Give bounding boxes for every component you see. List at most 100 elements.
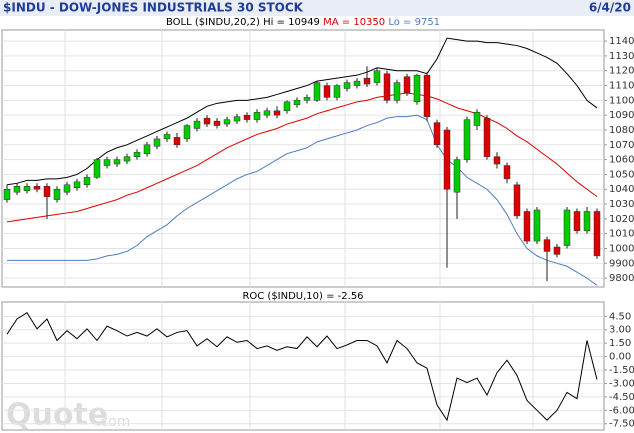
candle-body: [283, 101, 291, 111]
candle-body: [173, 137, 181, 146]
candle-body: [593, 211, 601, 257]
y-tick-label: 1100: [609, 95, 634, 106]
candle-body: [253, 111, 261, 120]
candle-body: [343, 82, 351, 89]
candle-body: [83, 177, 91, 186]
y-tick-label: 1120: [609, 66, 634, 77]
y-tick-label: 1110: [609, 81, 634, 92]
candle-body: [543, 239, 551, 252]
roc-panel: [1, 301, 605, 431]
candle-body: [203, 117, 211, 125]
y-tick-label: 1130: [609, 51, 634, 62]
candle-body: [333, 85, 341, 98]
candle-body: [93, 159, 101, 178]
y-tick-label: 9800: [609, 273, 634, 284]
price-panel: [1, 29, 605, 288]
y-tick-label: -4.50: [609, 392, 634, 403]
candle-body: [483, 117, 491, 157]
candle-body: [133, 151, 141, 157]
y-tick-label: 1080: [609, 125, 634, 136]
vertical-grid: [64, 30, 534, 430]
header-date: 6/4/20: [589, 1, 631, 15]
legend-entry: Lo = 9751: [388, 17, 440, 28]
band-line: [7, 114, 598, 286]
candle-body: [3, 188, 11, 200]
candle-body: [113, 159, 121, 165]
y-tick-label: 9900: [609, 258, 634, 269]
y-tick-label: 1030: [609, 199, 634, 210]
candle-body: [23, 186, 31, 191]
candle-body: [573, 211, 581, 231]
header-title: $INDU - DOW-JONES INDUSTRIALS 30 STOCK: [3, 1, 304, 15]
panel-title: ROC ($INDU,10) = -2.56: [242, 291, 363, 302]
candle-body: [493, 156, 501, 165]
y-tick-label: -3.00: [609, 378, 634, 389]
panel-title: BOLL ($INDU,20,2) Hi = 10949 MA = 10350 …: [166, 17, 440, 28]
legend-entry: BOLL ($INDU,20,2): [166, 17, 260, 28]
header-bar: [0, 0, 634, 16]
y-tick-label: 1070: [609, 140, 634, 151]
candle-body: [443, 129, 451, 190]
watermark: Quote: [6, 398, 108, 433]
candle-body: [533, 209, 541, 242]
candle-body: [513, 184, 521, 217]
y-tick-label: 0.00: [609, 352, 631, 363]
candle-body: [393, 82, 401, 101]
candle-body: [263, 110, 271, 116]
candle-body: [363, 77, 371, 85]
candle-body: [303, 97, 311, 101]
candle-body: [193, 120, 201, 129]
y-tick-label: 1040: [609, 184, 634, 195]
y-tick-label: 1090: [609, 110, 634, 121]
candle-body: [123, 156, 131, 162]
y-tick-label: -6.00: [609, 405, 634, 416]
candle-body: [43, 186, 51, 197]
candle-body: [423, 74, 431, 117]
candle-body: [383, 73, 391, 101]
candle-body: [13, 186, 21, 193]
candle-body: [143, 144, 151, 154]
candle-body: [103, 159, 111, 166]
candle-body: [373, 70, 381, 83]
y-tick-label: 1.50: [609, 338, 631, 349]
legend-entry: Hi = 10949: [263, 17, 320, 28]
watermark-suffix: .com: [96, 414, 130, 430]
candle-body: [433, 122, 441, 146]
y-tick-label: 1020: [609, 214, 634, 225]
candle-body: [153, 138, 161, 147]
y-tick-label: 1140: [609, 36, 634, 47]
candle-body: [73, 181, 81, 189]
y-tick-label: -7.50: [609, 419, 634, 430]
candle-body: [583, 211, 591, 231]
candle-body: [473, 111, 481, 126]
y-tick-label: 4.50: [609, 311, 631, 322]
candle-body: [413, 74, 421, 103]
candle-body: [553, 246, 561, 255]
candle-body: [313, 82, 321, 101]
candle-body: [233, 116, 241, 122]
candle-body: [243, 114, 251, 120]
y-tick-label: -1.50: [609, 365, 634, 376]
candle-body: [563, 209, 571, 246]
y-tick-label: 1000: [609, 243, 634, 254]
candle-body: [453, 159, 461, 193]
candle-body: [163, 134, 171, 140]
candle-body: [273, 110, 281, 116]
candle-body: [503, 165, 511, 180]
roc-line: [6, 312, 598, 422]
candle-body: [353, 80, 361, 86]
y-tick-label: 1010: [609, 229, 634, 240]
candle-body: [213, 120, 221, 126]
band-line: [6, 37, 598, 186]
candle-body: [323, 85, 331, 98]
candle-body: [403, 76, 411, 94]
candle-body: [293, 100, 301, 106]
y-tick-label: 1060: [609, 155, 634, 166]
y-tick-label: 1050: [609, 169, 634, 180]
candle-body: [523, 211, 531, 242]
plot-layer: 1140 1130 1120 1110 1100 1090 1080 1070 1060 1050…: [2, 17, 634, 430]
candle-body: [63, 184, 71, 193]
legend-entry: MA = 10350: [323, 17, 385, 28]
